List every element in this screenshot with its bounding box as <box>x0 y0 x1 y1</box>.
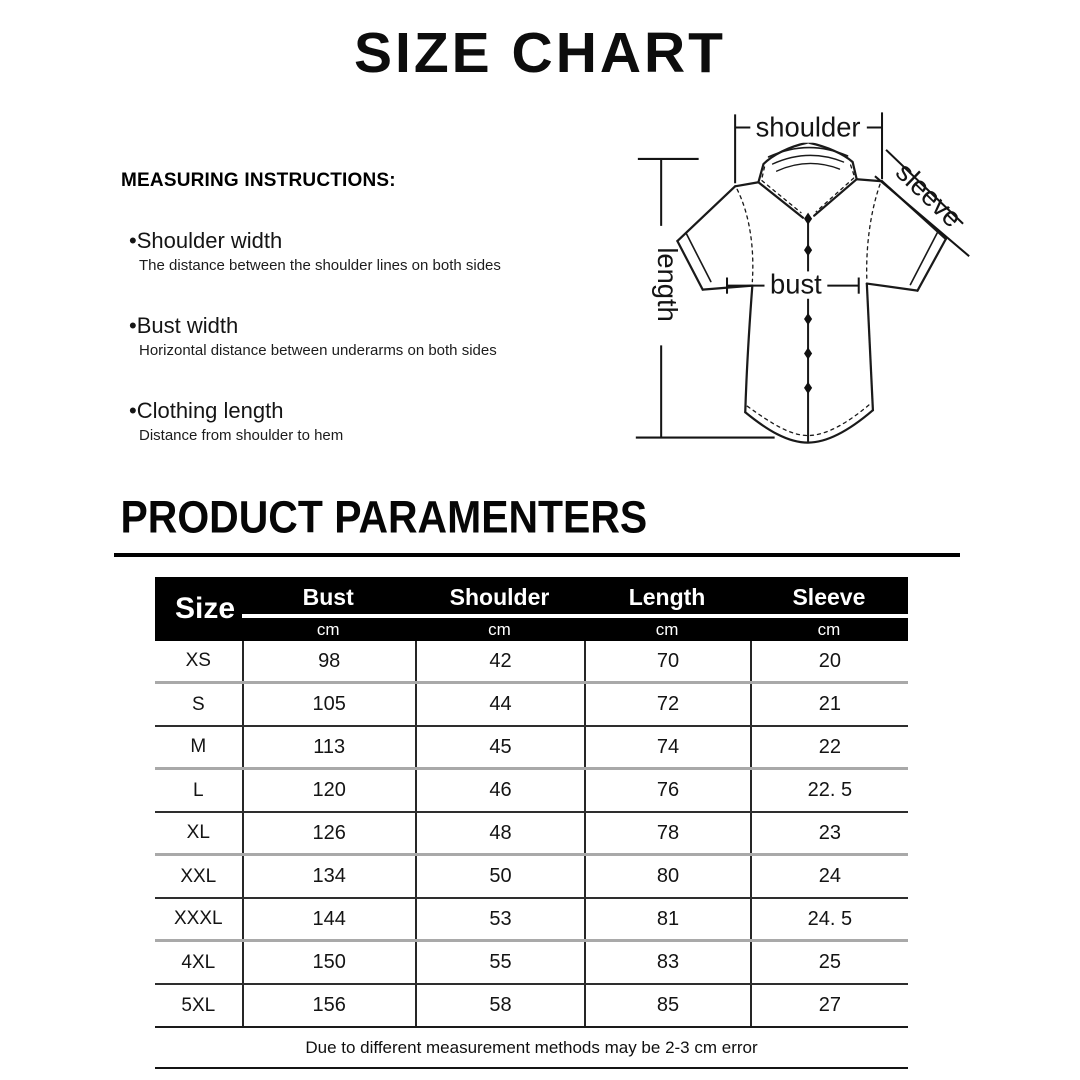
size-table: Size Bust Shoulder Length Sleeve cm cm c… <box>155 577 908 1028</box>
measuring-instructions-heading: MEASURING INSTRUCTIONS: <box>121 170 396 191</box>
value-cell: 81 <box>584 899 750 939</box>
measurement-note: Due to different measurement methods may… <box>155 1028 908 1069</box>
instruction-term: •Shoulder width <box>129 228 283 253</box>
instruction-item: •Bust width Horizontal distance between … <box>129 313 497 359</box>
shirt-measurement-diagram: shoulder length bust sleeve <box>598 86 1008 471</box>
table-row: L 120 46 76 22. 5 <box>155 770 908 813</box>
size-cell: M <box>190 736 207 757</box>
unit-label: cm <box>749 614 908 641</box>
value-cell: 144 <box>241 899 415 939</box>
value-cell: 150 <box>241 942 415 983</box>
sleeve-measure <box>874 149 970 257</box>
product-parameters-heading: PRODUCT PARAMENTERS <box>114 492 960 557</box>
size-cell: XXXL <box>174 908 223 929</box>
size-cell: L <box>193 779 204 801</box>
instruction-term: •Clothing length <box>129 398 284 423</box>
value-cell: 85 <box>584 985 750 1026</box>
size-cell: 5XL <box>181 994 216 1016</box>
value-cell: 21 <box>749 684 908 725</box>
length-measure <box>635 157 775 439</box>
size-cell: S <box>191 693 205 715</box>
value-cell: 120 <box>241 770 415 811</box>
bullet: • <box>129 398 137 423</box>
page-title: SIZE CHART <box>354 21 726 85</box>
value-cell: 20 <box>749 641 908 681</box>
size-cell: XL <box>186 822 210 843</box>
table-row: XXXL 144 53 81 24. 5 <box>155 899 908 942</box>
value-cell: 80 <box>584 856 750 897</box>
value-cell: 45 <box>414 727 584 767</box>
value-cell: 22. 5 <box>749 770 908 811</box>
value-cell: 113 <box>241 727 415 767</box>
unit-label: cm <box>241 614 415 641</box>
value-cell: 55 <box>414 942 584 983</box>
table-row: 5XL 156 58 85 27 <box>155 985 908 1028</box>
value-cell: 72 <box>584 684 750 725</box>
value-cell: 44 <box>414 684 584 725</box>
instruction-item: •Shoulder width The distance between the… <box>129 228 501 274</box>
column-header-length: Length <box>628 584 706 610</box>
value-cell: 42 <box>414 641 584 681</box>
value-cell: 25 <box>749 942 908 983</box>
shoulder-label-bg <box>750 112 867 143</box>
value-cell: 76 <box>584 770 750 811</box>
instruction-desc: Horizontal distance between underarms on… <box>139 342 497 359</box>
value-cell: 23 <box>749 813 908 853</box>
value-cell: 53 <box>414 899 584 939</box>
bust-label: bust <box>770 269 822 300</box>
table-row: 4XL 150 55 83 25 <box>155 942 908 985</box>
size-cell: 4XL <box>181 951 216 973</box>
value-cell: 27 <box>749 985 908 1026</box>
value-cell: 58 <box>414 985 584 1026</box>
bust-label-bg <box>764 271 828 299</box>
table-row: XXL 134 50 80 24 <box>155 856 908 899</box>
value-cell: 22 <box>749 727 908 767</box>
value-cell: 48 <box>414 813 584 853</box>
column-header-sleeve: Sleeve <box>792 584 866 610</box>
bullet: • <box>129 313 137 338</box>
size-column-header: Size <box>175 592 236 625</box>
instruction-desc: The distance between the shoulder lines … <box>139 257 501 274</box>
instruction-item: •Clothing length Distance from shoulder … <box>129 398 343 444</box>
value-cell: 70 <box>584 641 750 681</box>
table-row: M 113 45 74 22 <box>155 727 908 770</box>
value-cell: 24 <box>749 856 908 897</box>
value-cell: 134 <box>241 856 415 897</box>
value-cell: 24. 5 <box>749 899 908 939</box>
table-body: XS 98 42 70 20 S 105 44 72 21 M 113 45 7… <box>155 641 908 1028</box>
value-cell: 83 <box>584 942 750 983</box>
table-row: XL 126 48 78 23 <box>155 813 908 856</box>
shoulder-label: shoulder <box>756 112 861 143</box>
unit-label: cm <box>584 614 750 641</box>
size-cell: XS <box>185 650 211 671</box>
table-header: Size Bust Shoulder Length Sleeve cm cm c… <box>155 577 908 641</box>
value-cell: 50 <box>414 856 584 897</box>
value-cell: 98 <box>241 641 415 681</box>
value-cell: 126 <box>241 813 415 853</box>
instruction-term: •Bust width <box>129 313 239 338</box>
measuring-instructions: MEASURING INSTRUCTIONS: •Shoulder width … <box>121 170 601 444</box>
value-cell: 74 <box>584 727 750 767</box>
size-cell: XXL <box>180 865 217 887</box>
value-cell: 78 <box>584 813 750 853</box>
value-cell: 105 <box>241 684 415 725</box>
column-header-bust: Bust <box>302 584 354 610</box>
column-header-shoulder: Shoulder <box>449 584 550 610</box>
table-row: S 105 44 72 21 <box>155 684 908 727</box>
length-label: length <box>652 247 683 322</box>
table-row: XS 98 42 70 20 <box>155 641 908 684</box>
shirt-diagram-svg: shoulder length bust sleeve <box>635 112 970 444</box>
value-cell: 46 <box>414 770 584 811</box>
instruction-desc: Distance from shoulder to hem <box>139 427 344 444</box>
bullet: • <box>129 228 137 253</box>
value-cell: 156 <box>241 985 415 1026</box>
unit-label: cm <box>414 614 585 641</box>
